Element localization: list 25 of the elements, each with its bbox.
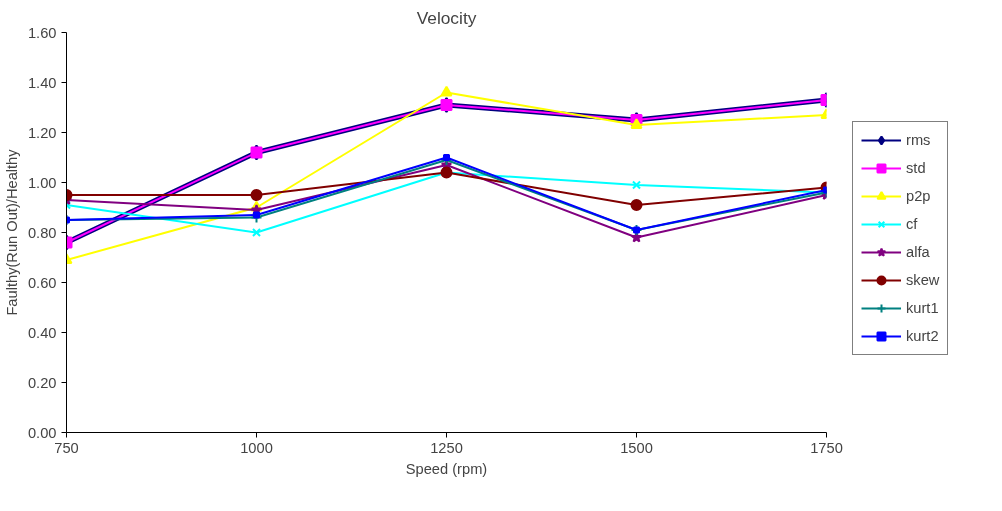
legend-label: rms bbox=[906, 131, 931, 148]
y-tick-label: 0.00 bbox=[27, 424, 57, 441]
y-axis-title: Faulthy(Run Out)/Healthy bbox=[3, 148, 20, 316]
y-tick-label: 0.60 bbox=[27, 274, 57, 291]
y-tick-label: 1.20 bbox=[27, 124, 57, 141]
x-axis-title: Speed (rpm) bbox=[405, 460, 488, 477]
x-tick-label: 1250 bbox=[430, 439, 463, 456]
legend-label: skew bbox=[906, 271, 940, 288]
legend-label: cf bbox=[906, 215, 919, 232]
y-tick-label: 1.40 bbox=[27, 74, 57, 91]
x-tick-label: 1000 bbox=[240, 439, 273, 456]
legend-label: kurt1 bbox=[906, 299, 939, 316]
y-tick-label: 1.00 bbox=[27, 174, 57, 191]
y-tick-label: 0.40 bbox=[27, 324, 57, 341]
x-tick-label: 1500 bbox=[620, 439, 653, 456]
y-tick-label: 0.80 bbox=[27, 224, 57, 241]
legend-label: std bbox=[906, 159, 926, 176]
y-tick-label: 1.60 bbox=[27, 24, 57, 41]
x-tick-label: 750 bbox=[54, 439, 79, 456]
legend-label: kurt2 bbox=[906, 327, 939, 344]
chart-title: Velocity bbox=[416, 7, 477, 28]
y-tick-label: 0.20 bbox=[27, 374, 57, 391]
legend-label: alfa bbox=[906, 243, 930, 260]
x-tick-label: 1750 bbox=[810, 439, 843, 456]
legend-label: p2p bbox=[906, 187, 931, 204]
